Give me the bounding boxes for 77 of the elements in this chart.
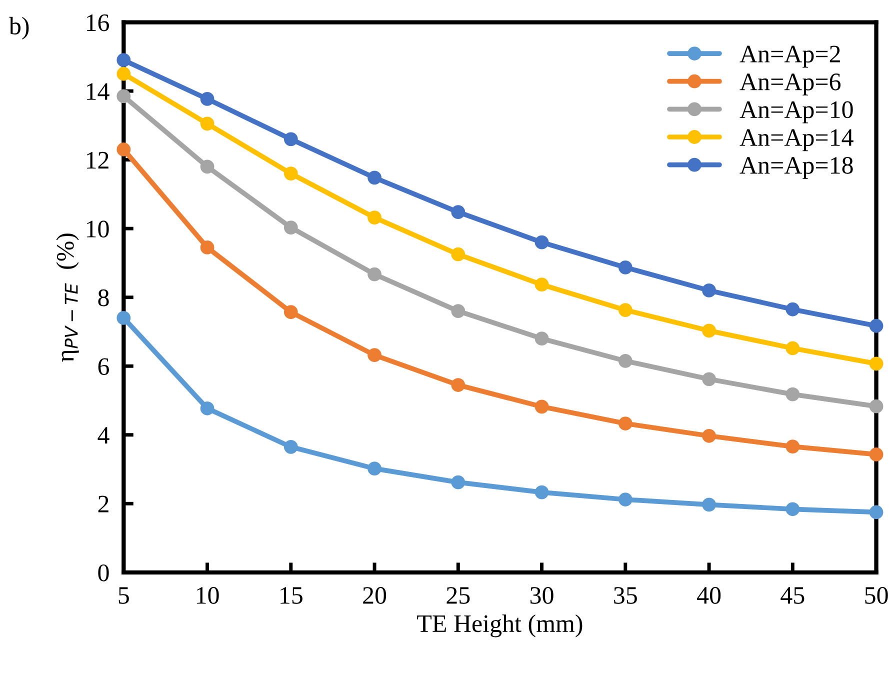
point bbox=[451, 378, 466, 392]
y-tick-label: 0 bbox=[98, 564, 109, 582]
point bbox=[702, 324, 716, 338]
point bbox=[786, 440, 800, 454]
y-tick-label: 16 bbox=[86, 14, 110, 32]
point bbox=[618, 416, 632, 430]
x-tick-label: 45 bbox=[780, 587, 804, 604]
point bbox=[702, 498, 716, 512]
point bbox=[618, 354, 632, 368]
y-tick-label: 8 bbox=[98, 289, 109, 306]
point bbox=[869, 399, 884, 414]
point bbox=[618, 260, 632, 274]
point bbox=[368, 267, 382, 282]
point bbox=[284, 132, 298, 146]
point bbox=[786, 341, 800, 356]
point bbox=[869, 448, 884, 462]
point bbox=[368, 170, 382, 185]
point bbox=[534, 235, 549, 250]
x-tick-label: 15 bbox=[280, 587, 302, 604]
y-tick-label: 14 bbox=[86, 83, 110, 100]
point bbox=[116, 66, 131, 81]
point bbox=[368, 348, 382, 362]
y-tick-label: 4 bbox=[98, 427, 110, 444]
point bbox=[451, 304, 466, 318]
x-tick-label: 50 bbox=[865, 587, 888, 604]
x-tick-label: 20 bbox=[363, 587, 386, 604]
point bbox=[284, 440, 298, 454]
legend-label: An=Ap=14 bbox=[740, 129, 854, 152]
point bbox=[200, 92, 214, 106]
point bbox=[618, 492, 632, 506]
point bbox=[534, 485, 549, 500]
point bbox=[618, 303, 632, 318]
x-tick-label: 25 bbox=[446, 587, 470, 604]
x-tick-label: 30 bbox=[530, 587, 554, 604]
point bbox=[534, 400, 549, 414]
point bbox=[200, 160, 214, 174]
x-tick-label: 5 bbox=[118, 587, 129, 604]
point bbox=[451, 475, 466, 490]
point bbox=[786, 502, 800, 516]
point bbox=[534, 332, 549, 346]
point bbox=[116, 311, 131, 325]
legend-label: An=Ap=2 bbox=[740, 46, 840, 68]
point bbox=[869, 356, 884, 371]
y-tick-label: 2 bbox=[98, 496, 108, 512]
y-tick-label: 10 bbox=[86, 220, 109, 238]
point bbox=[451, 205, 466, 220]
point bbox=[116, 142, 131, 156]
point bbox=[200, 240, 214, 254]
legend-label: An=Ap=18 bbox=[740, 156, 853, 179]
legend-label: An=Ap=6 bbox=[740, 74, 841, 96]
y-tick-label: 12 bbox=[86, 152, 108, 168]
point bbox=[284, 166, 298, 181]
point bbox=[786, 387, 800, 402]
point bbox=[702, 284, 716, 298]
point bbox=[116, 53, 131, 68]
point bbox=[869, 318, 884, 333]
point bbox=[534, 278, 549, 292]
x-tick-label: 10 bbox=[196, 587, 219, 604]
point bbox=[200, 116, 214, 131]
point bbox=[368, 462, 382, 476]
point bbox=[368, 210, 382, 225]
legend-label: An=Ap=10 bbox=[740, 101, 853, 124]
point bbox=[200, 401, 214, 416]
y-tick-label: 6 bbox=[98, 358, 110, 376]
point bbox=[284, 220, 298, 234]
x-tick-label: 40 bbox=[697, 587, 721, 604]
point bbox=[702, 372, 716, 386]
point bbox=[284, 305, 298, 320]
x-axis-title: TE Height (mm) bbox=[417, 614, 582, 638]
point bbox=[451, 247, 466, 262]
point bbox=[702, 428, 716, 443]
y-axis-title: η$_{PV−TE}$ (%) bbox=[56, 234, 79, 362]
point bbox=[116, 89, 131, 104]
x-tick-label: 35 bbox=[614, 587, 637, 604]
text: b) bbox=[8, 16, 29, 40]
point bbox=[869, 505, 884, 520]
point bbox=[786, 302, 800, 316]
